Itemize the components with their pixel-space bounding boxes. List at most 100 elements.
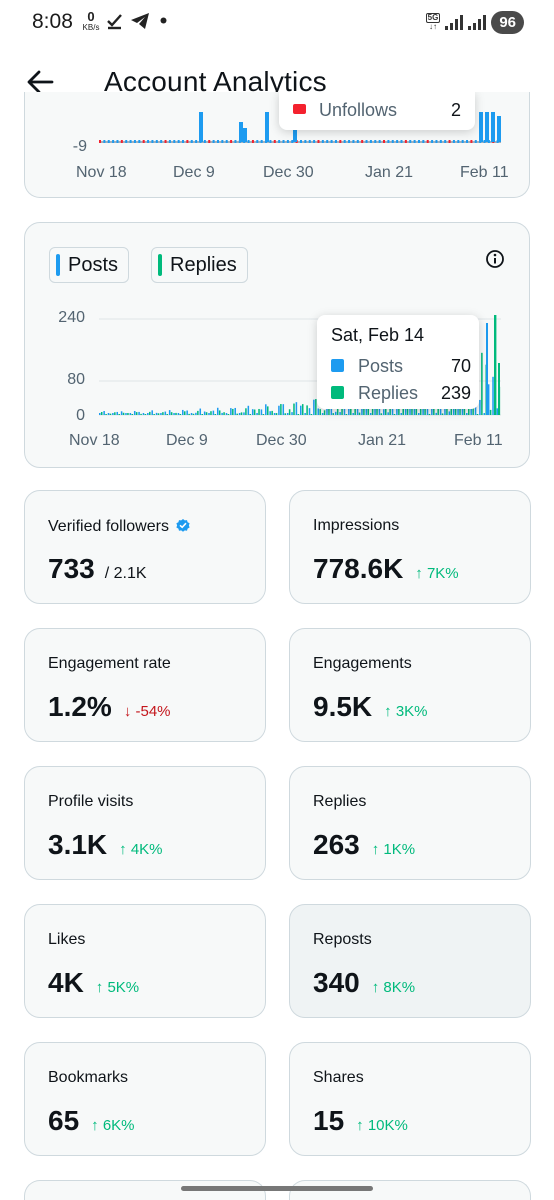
replies-bar <box>175 412 177 415</box>
metric-label: Verified followers <box>48 517 191 536</box>
posts-bar <box>155 412 158 415</box>
tooltip-label: Replies <box>358 383 419 403</box>
replies-bar <box>183 411 186 415</box>
metric-card-impressions[interactable]: Impressions 778.6K ↑ 7K% <box>289 490 531 604</box>
replies-bar <box>210 411 212 415</box>
followers-chart-card: Unfollows 2 -9 Nov 18 Dec 9 Dec 30 Jan 2… <box>24 92 530 198</box>
posts-bar <box>269 411 271 415</box>
legend-replies[interactable]: Replies <box>151 247 248 283</box>
metric-change: ↑ 4K% <box>119 841 163 858</box>
metric-card-engagement-rate[interactable]: Engagement rate 1.2% ↓ -54% <box>24 628 266 742</box>
metric-card-shares[interactable]: Shares 15 ↑ 10K% <box>289 1042 531 1156</box>
replies-bar <box>157 413 160 415</box>
followers-bar <box>361 140 364 143</box>
replies-bar <box>179 414 182 415</box>
followers-bar <box>483 140 486 143</box>
followers-bar <box>243 128 247 142</box>
replies-bar <box>127 412 129 415</box>
followers-bar <box>435 140 438 143</box>
followers-y-min: -9 <box>72 138 87 155</box>
replies-bar <box>323 410 326 415</box>
posts-bar <box>251 409 254 415</box>
followers-bar <box>216 140 219 143</box>
home-indicator[interactable] <box>181 1186 373 1191</box>
metric-card-reposts[interactable]: Reposts 340 ↑ 8K% <box>289 904 531 1018</box>
posts-bar <box>247 405 250 415</box>
metric-value-text: 733 <box>48 553 95 584</box>
followers-bar <box>352 140 355 143</box>
followers-bar <box>383 140 386 143</box>
posts-legend-swatch <box>56 254 60 276</box>
followers-bar <box>369 140 372 143</box>
y-tick-label: 0 <box>76 407 85 424</box>
followers-bar <box>221 140 224 143</box>
followers-bar <box>269 140 272 143</box>
replies-bar <box>223 412 225 415</box>
info-icon[interactable] <box>485 249 505 269</box>
followers-bar <box>339 140 342 143</box>
replies-bar <box>249 414 252 415</box>
followers-bar <box>212 140 215 143</box>
posts-bar <box>151 410 153 415</box>
replies-bar <box>463 406 466 415</box>
replies-bar <box>301 404 304 415</box>
followers-bar <box>230 140 233 143</box>
replies-bar <box>428 413 431 415</box>
followers-bar <box>413 140 416 143</box>
tooltip-date: Sat, Feb 14 <box>331 325 425 345</box>
followers-bar <box>203 140 206 143</box>
metric-card-engagements[interactable]: Engagements 9.5K ↑ 3K% <box>289 628 531 742</box>
posts-bar <box>452 406 455 415</box>
followers-bar <box>497 116 501 142</box>
notification-dot-icon <box>160 17 167 24</box>
replies-bar <box>227 414 230 415</box>
followers-bar <box>260 140 263 143</box>
replies-bar <box>345 414 348 415</box>
replies-bar <box>114 412 116 415</box>
posts-bar <box>321 413 324 415</box>
metric-card-verified-followers[interactable]: Verified followers 733 / 2.1K <box>24 490 266 604</box>
followers-bar <box>142 140 145 143</box>
followers-bar <box>291 140 294 143</box>
replies-bar <box>310 414 313 415</box>
posts-bar <box>282 404 285 415</box>
followers-bar <box>330 140 333 143</box>
posts-bar <box>147 413 149 415</box>
y-tick-label: 240 <box>58 309 85 326</box>
followers-bar <box>348 140 351 143</box>
metric-card-profile-visits[interactable]: Profile visits 3.1K ↑ 4K% <box>24 766 266 880</box>
followers-bar <box>365 140 368 143</box>
metric-card-bookmarks[interactable]: Bookmarks 65 ↑ 6K% <box>24 1042 266 1156</box>
replies-bar <box>258 408 260 415</box>
followers-bar <box>173 140 176 143</box>
posts-bar <box>308 408 311 415</box>
back-arrow-icon[interactable] <box>22 64 58 100</box>
followers-bar <box>317 140 320 143</box>
followers-bar <box>282 140 285 143</box>
posts-bar <box>492 376 494 415</box>
tooltip-value: 70 <box>450 356 471 376</box>
legend-posts[interactable]: Posts <box>49 247 130 283</box>
tooltip-replies-swatch <box>331 386 344 399</box>
posts-bar <box>295 402 298 415</box>
posts-bar <box>486 323 488 415</box>
posts-bar <box>112 413 114 415</box>
followers-bar <box>387 140 390 143</box>
metric-value: 65 ↑ 6K% <box>48 1105 135 1137</box>
metric-value: 263 ↑ 1K% <box>313 829 415 861</box>
posts-bar <box>487 384 490 415</box>
followers-x-label: Nov 18 <box>76 164 127 181</box>
followers-chart[interactable] <box>25 92 530 198</box>
followers-bar <box>461 140 464 143</box>
followers-bar <box>120 140 123 143</box>
tooltip-label: Posts <box>358 356 404 376</box>
followers-bar <box>378 140 381 143</box>
followers-bar <box>479 112 483 142</box>
posts-bar <box>243 412 245 415</box>
followers-bar <box>99 140 101 143</box>
followers-bar <box>177 140 180 143</box>
replies-bar <box>489 409 492 415</box>
metric-card-replies[interactable]: Replies 263 ↑ 1K% <box>289 766 531 880</box>
metric-card-likes[interactable]: Likes 4K ↑ 5K% <box>24 904 266 1018</box>
tooltip-partial-label: Unfollows <box>319 100 398 120</box>
